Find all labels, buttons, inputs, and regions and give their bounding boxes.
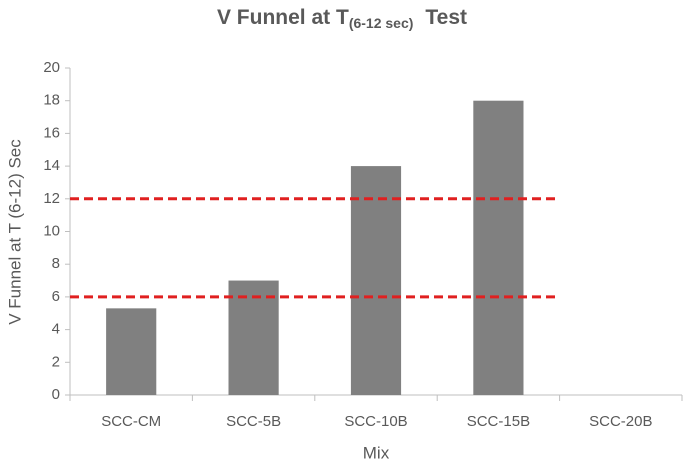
- x-tick-label: SCC-CM: [101, 413, 161, 430]
- x-tick-label: SCC-5B: [226, 413, 281, 430]
- y-tick-label: 10: [43, 222, 60, 239]
- y-tick-label: 6: [52, 288, 60, 305]
- bar: [106, 308, 157, 395]
- y-tick-label: 14: [43, 157, 60, 174]
- chart-title: V Funnel at T(6-12 sec) Test: [217, 6, 467, 31]
- y-axis-label: V Funnel at T (6-12) Sec: [5, 139, 24, 325]
- bar: [350, 166, 402, 395]
- y-tick-label: 18: [43, 92, 60, 109]
- y-tick-label: 16: [43, 124, 60, 141]
- y-tick-label: 20: [43, 59, 60, 76]
- y-tick-label: 2: [52, 353, 60, 370]
- bar: [228, 280, 279, 395]
- y-tick-label: 8: [52, 255, 60, 272]
- title-end: Test: [425, 6, 467, 29]
- x-axis-label: Mix: [363, 443, 390, 462]
- y-tick-label: 4: [52, 321, 60, 338]
- bar: [473, 100, 524, 395]
- title-main: V Funnel at T: [217, 6, 349, 29]
- y-tick-label: 0: [52, 386, 60, 403]
- x-tick-label: SCC-15B: [467, 413, 530, 430]
- title-subscript: (6-12 sec): [349, 15, 414, 31]
- x-tick-label: SCC-20B: [589, 413, 652, 430]
- x-tick-label: SCC-10B: [344, 413, 407, 430]
- y-tick-label: 12: [43, 190, 60, 207]
